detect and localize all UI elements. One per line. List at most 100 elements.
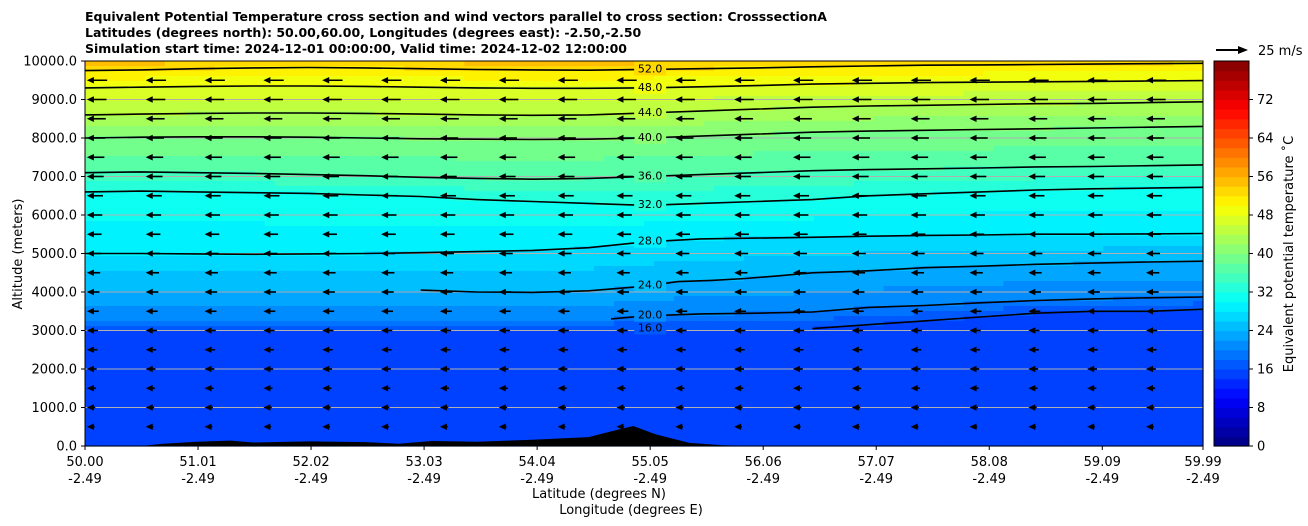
- fill-cell: [85, 191, 96, 197]
- fill-cell: [234, 211, 246, 217]
- fill-cell: [194, 161, 206, 167]
- fill-cell: [454, 426, 465, 432]
- fill-cell: [434, 156, 445, 162]
- fill-cell: [404, 341, 416, 347]
- fill-cell: [274, 331, 286, 337]
- fill-cell: [494, 341, 505, 347]
- fill-cell: [484, 331, 495, 337]
- fill-cell: [154, 61, 166, 67]
- fill-cell: [244, 351, 256, 357]
- fill-cell: [154, 216, 166, 222]
- fill-cell: [713, 266, 725, 272]
- fill-cell: [94, 156, 106, 162]
- fill-cell: [514, 391, 525, 397]
- fill-cell: [484, 291, 495, 297]
- fill-cell: [324, 156, 336, 162]
- fill-cell: [164, 281, 176, 287]
- fill-cell: [274, 296, 286, 302]
- fill-cell: [374, 391, 386, 397]
- fill-cell: [334, 256, 346, 262]
- fill-cell: [454, 266, 465, 272]
- fill-cell: [344, 226, 356, 232]
- fill-cell: [314, 226, 326, 232]
- fill-cell: [294, 381, 306, 387]
- fill-cell: [634, 271, 645, 277]
- fill-cell: [124, 286, 136, 292]
- fill-cell: [234, 346, 246, 352]
- fill-cell: [324, 281, 336, 287]
- fill-cell: [354, 376, 366, 382]
- fill-cell: [294, 331, 306, 337]
- fill-cell: [344, 321, 356, 327]
- fill-cell: [124, 291, 136, 297]
- fill-cell: [384, 236, 396, 242]
- fill-cell: [484, 281, 495, 287]
- fill-cell: [464, 306, 475, 312]
- fill-cell: [174, 246, 186, 252]
- fill-cell: [104, 171, 116, 177]
- fill-cell: [614, 221, 625, 227]
- fill-cell: [274, 126, 286, 132]
- fill-cell: [164, 186, 176, 192]
- fill-cell: [434, 426, 445, 432]
- fill-cell: [614, 266, 625, 272]
- fill-cell: [354, 116, 366, 122]
- fill-cell: [703, 96, 715, 102]
- fill-cell: [604, 296, 615, 302]
- fill-cell: [554, 241, 565, 247]
- fill-cell: [604, 301, 615, 307]
- fill-cell: [683, 426, 695, 432]
- fill-cell: [524, 291, 535, 297]
- fill-cell: [594, 181, 605, 187]
- fill-cell: [673, 266, 685, 272]
- fill-cell: [464, 416, 475, 422]
- fill-cell: [214, 176, 226, 182]
- fill-cell: [214, 346, 226, 352]
- fill-cell: [85, 146, 96, 152]
- fill-cell: [564, 321, 575, 327]
- fill-cell: [274, 216, 286, 222]
- fill-cell: [574, 151, 585, 157]
- fill-cell: [334, 86, 346, 92]
- fill-cell: [244, 236, 256, 242]
- fill-cell: [234, 191, 246, 197]
- fill-cell: [284, 91, 296, 97]
- fill-cell: [264, 321, 276, 327]
- fill-cell: [514, 421, 525, 427]
- fill-cell: [284, 316, 296, 322]
- fill-cell: [324, 196, 336, 202]
- fill-cell: [404, 221, 416, 227]
- fill-cell: [434, 291, 445, 297]
- fill-cell: [124, 61, 136, 67]
- fill-cell: [504, 121, 515, 127]
- fill-cell: [204, 296, 216, 302]
- fill-cell: [644, 406, 655, 412]
- fill-cell: [124, 306, 136, 312]
- fill-cell: [414, 361, 425, 367]
- fill-cell: [554, 401, 565, 407]
- fill-cell: [404, 161, 416, 167]
- fill-cell: [644, 271, 655, 277]
- fill-cell: [294, 266, 306, 272]
- fill-cell: [693, 161, 705, 167]
- fill-cell: [114, 161, 126, 167]
- fill-cell: [174, 176, 186, 182]
- fill-cell: [444, 121, 455, 127]
- fill-cell: [584, 321, 595, 327]
- fill-cell: [614, 206, 625, 212]
- fill-cell: [404, 81, 416, 87]
- fill-cell: [164, 351, 176, 357]
- fill-cell: [85, 106, 96, 112]
- fill-cell: [204, 431, 216, 437]
- fill-cell: [634, 336, 645, 342]
- fill-cell: [234, 376, 246, 382]
- fill-cell: [504, 91, 515, 97]
- fill-cell: [244, 161, 256, 167]
- fill-cell: [514, 241, 525, 247]
- fill-cell: [254, 71, 266, 77]
- fill-cell: [104, 101, 116, 107]
- fill-cell: [85, 391, 96, 397]
- fill-cell: [314, 66, 326, 72]
- fill-cell: [114, 121, 126, 127]
- fill-cell: [274, 161, 286, 167]
